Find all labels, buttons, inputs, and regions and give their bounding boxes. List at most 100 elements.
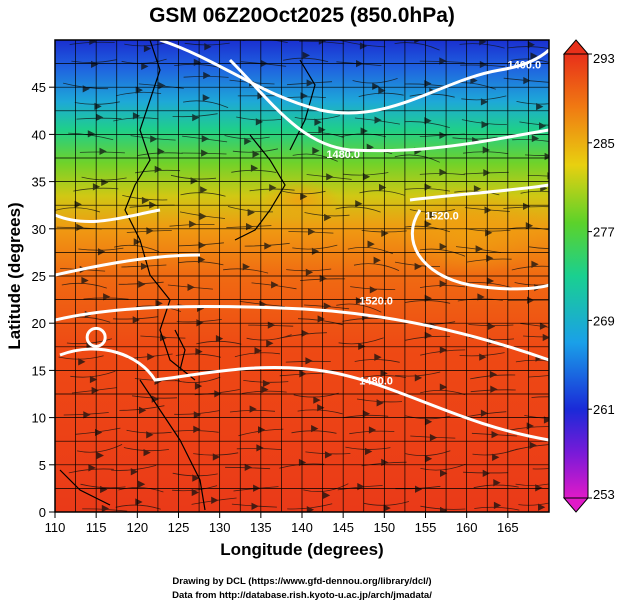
streamline-arrow [536, 102, 544, 111]
streamline-arrow [306, 506, 315, 512]
colorbar-tick-label: 269 [593, 313, 615, 328]
streamline-arrow [196, 319, 204, 327]
streamline-arrow [439, 242, 447, 251]
colorbar-scale [563, 53, 589, 499]
streamline [335, 206, 381, 213]
streamline-arrow [313, 396, 321, 404]
streamline-arrow [527, 296, 535, 304]
colorbar-tick-label: 261 [593, 402, 615, 417]
contour-label: 1480.0 [326, 149, 360, 161]
streamline-arrow [373, 256, 381, 264]
streamline-arrow [191, 488, 199, 497]
streamline-arrow [479, 60, 488, 69]
streamline-arrow [215, 334, 224, 343]
colorbar-max-arrow [562, 39, 590, 55]
colorbar: 253 261 269 277 285 293 [562, 39, 615, 513]
streamline-arrow [424, 331, 432, 340]
streamline [394, 42, 440, 51]
streamline-arrow [74, 200, 82, 209]
streamline-arrow [254, 347, 262, 355]
streamline-arrow [264, 242, 272, 250]
y-tick-label: 25 [32, 269, 46, 284]
streamline-arrow [318, 40, 327, 45]
streamline-arrow [150, 135, 158, 143]
streamline [409, 209, 455, 213]
y-tick-label: 20 [32, 316, 46, 331]
streamline-arrow [302, 51, 310, 60]
x-tick-label: 125 [168, 520, 190, 535]
streamline-arrow [481, 120, 489, 129]
streamline-arrow [138, 480, 146, 488]
streamline-arrow [258, 426, 266, 434]
streamline [81, 176, 127, 181]
streamline-arrow [365, 447, 373, 456]
streamline-arrow [187, 283, 195, 291]
streamline-arrow [477, 293, 485, 301]
streamline-arrow [103, 293, 111, 301]
streamline [292, 153, 338, 162]
streamline [118, 487, 164, 493]
y-tick-label: 15 [32, 363, 46, 378]
streamline-arrow [531, 134, 540, 143]
streamline-arrow [358, 342, 366, 351]
streamline-arrow [530, 52, 538, 60]
streamline-arrow [132, 112, 141, 120]
y-tick-label: 10 [32, 411, 46, 426]
streamline-arrow [244, 137, 252, 145]
streamline-arrow [319, 274, 327, 283]
streamline-arrow [368, 426, 377, 434]
contour-label: 1520.0 [359, 295, 393, 307]
streamline-arrow [99, 147, 107, 156]
streamline [528, 246, 549, 250]
geopotential-contours [55, 40, 549, 442]
streamline-arrow [250, 164, 259, 172]
streamline-arrow [143, 44, 152, 53]
streamline [61, 282, 107, 289]
y-tick-label: 45 [32, 80, 46, 95]
streamline-arrow [531, 260, 539, 268]
streamline-arrow [192, 113, 200, 122]
colorbar-tick-label: 253 [593, 487, 615, 502]
streamline [297, 409, 343, 415]
x-axis: 110 115 120 125 130 135 140 145 150 155 160 165 [45, 512, 519, 535]
x-tick-label: 140 [291, 520, 313, 535]
streamline-arrow [305, 357, 313, 365]
streamline-arrow [324, 213, 332, 222]
streamline [175, 376, 221, 384]
streamline-arrow [439, 131, 447, 139]
streamline [246, 334, 292, 341]
streamline [224, 135, 270, 140]
streamline-arrow [308, 228, 316, 236]
streamline-arrow [201, 149, 209, 157]
x-tick-label: 110 [45, 520, 66, 535]
contour-labels: 1400.0 1480.0 1520.0 1520.0 1480.0 [326, 59, 541, 387]
streamline-arrow [439, 346, 448, 354]
colorbar-tick-label: 293 [593, 51, 615, 66]
streamline [520, 190, 549, 194]
streamline-arrow [300, 92, 308, 100]
streamline [405, 450, 451, 457]
streamline [115, 504, 161, 510]
streamline-arrow [262, 379, 271, 388]
coastlines [59, 40, 316, 511]
streamline-arrow [305, 268, 314, 276]
streamline [473, 484, 519, 489]
streamline [280, 190, 326, 195]
streamline [77, 444, 123, 453]
streamline-arrow [440, 469, 448, 477]
streamline-arrow [256, 444, 264, 452]
streamline-arrow [192, 474, 200, 482]
streamline-arrow [193, 425, 201, 433]
streamline-arrow [539, 322, 548, 330]
streamline-arrow [211, 496, 219, 504]
streamline-arrow [101, 504, 110, 512]
streamline-arrow [440, 506, 448, 512]
streamline [303, 483, 349, 493]
streamline-arrow [203, 71, 211, 80]
streamline [298, 132, 344, 138]
contour-label: 1480.0 [359, 376, 393, 388]
y-tick-label: 30 [32, 222, 46, 237]
streamline-arrow [261, 385, 269, 394]
streamline-arrow [141, 262, 149, 271]
streamline-arrow [247, 208, 255, 217]
